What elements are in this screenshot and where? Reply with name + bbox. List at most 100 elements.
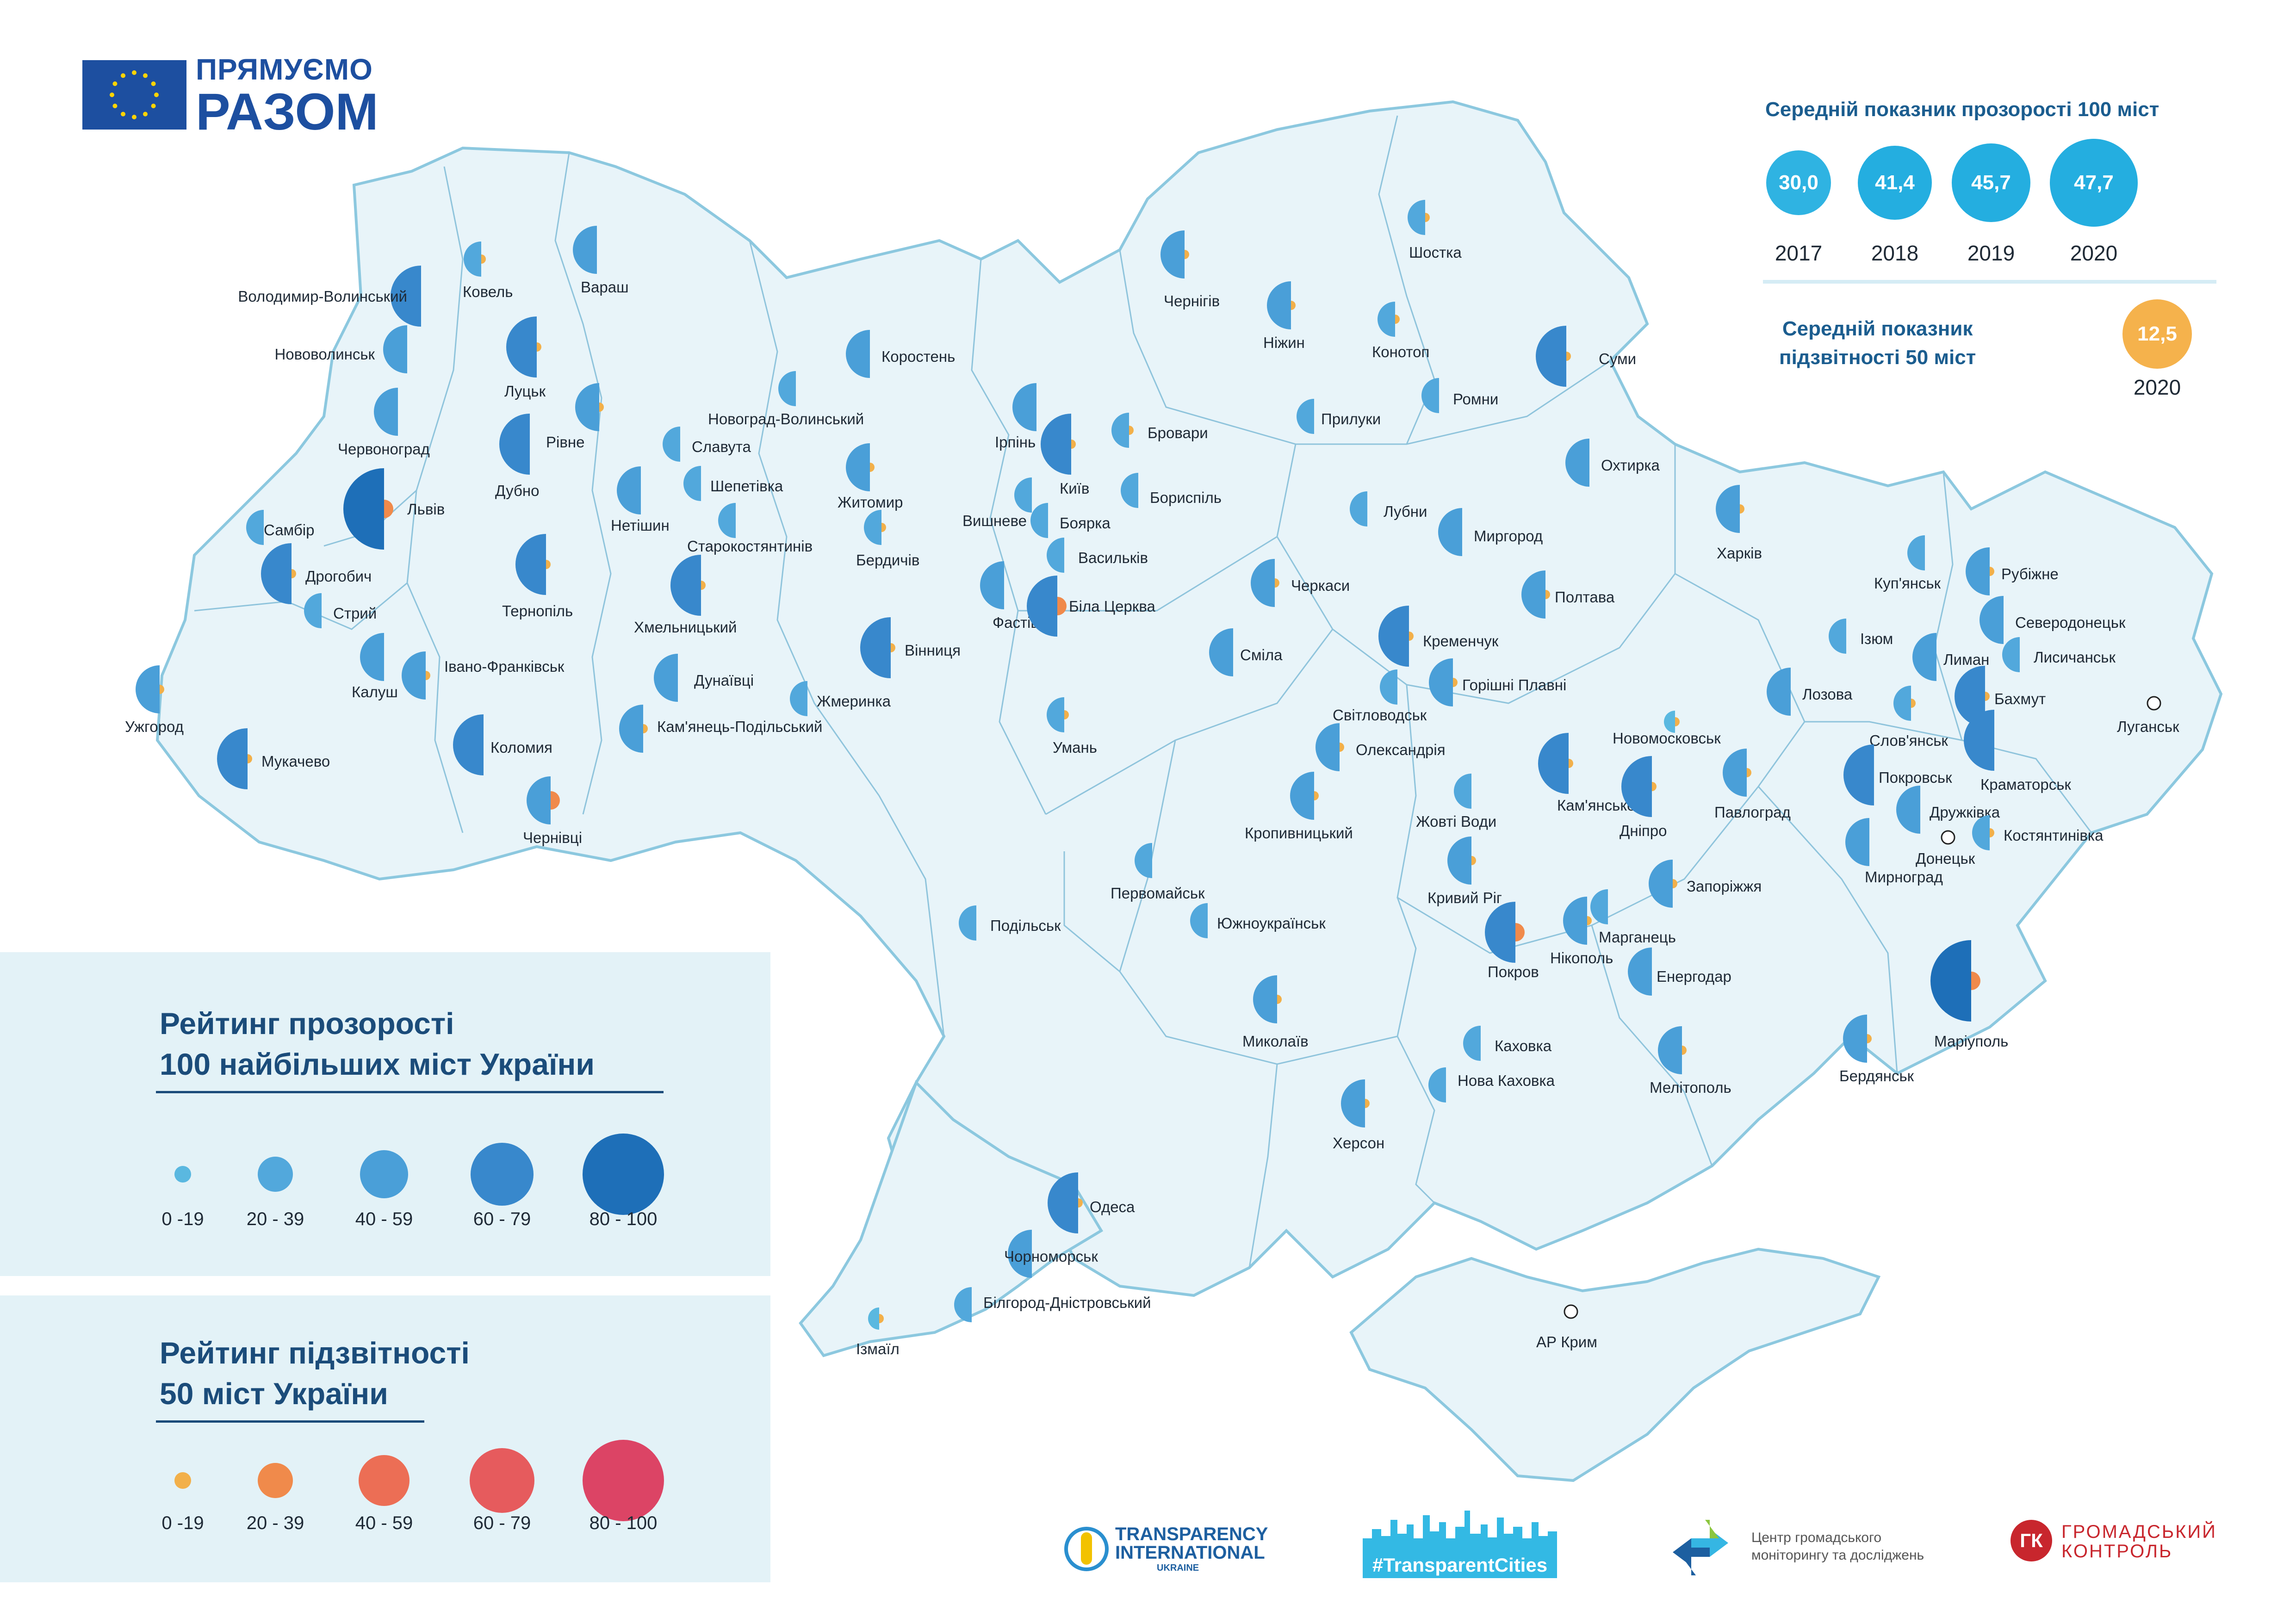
- city-marker[interactable]: Кременчук: [1378, 606, 1499, 667]
- city-marker[interactable]: Новомосковськ: [1613, 711, 1721, 747]
- city-marker[interactable]: Лозова: [1767, 668, 1853, 716]
- city-marker[interactable]: Коростень: [846, 330, 955, 378]
- city-marker[interactable]: Чернівці: [523, 776, 582, 846]
- city-marker[interactable]: Сміла: [1209, 628, 1283, 676]
- city-marker[interactable]: Суми: [1536, 326, 1636, 387]
- city-marker[interactable]: Шостка: [1408, 200, 1462, 261]
- city-marker[interactable]: Червоноград: [338, 388, 430, 458]
- city-marker[interactable]: Володимир-Волинський: [238, 266, 421, 327]
- city-marker[interactable]: Жмеринка: [790, 681, 891, 716]
- city-marker[interactable]: Дунаївці: [654, 654, 754, 702]
- city-marker[interactable]: Одеса: [1048, 1172, 1135, 1233]
- city-marker[interactable]: Полтава: [1521, 570, 1615, 619]
- city-marker[interactable]: Калуш: [352, 633, 398, 700]
- city-marker[interactable]: Южноукраїнськ: [1190, 903, 1326, 938]
- city-marker[interactable]: Бердичів: [856, 510, 919, 569]
- city-marker[interactable]: Кам'янське: [1538, 733, 1636, 814]
- city-marker[interactable]: Умань: [1047, 697, 1097, 756]
- city-marker[interactable]: Львів: [343, 468, 445, 550]
- city-marker[interactable]: Черкаси: [1251, 559, 1350, 607]
- city-marker[interactable]: Миколаїв: [1242, 975, 1309, 1050]
- city-marker[interactable]: Ніжин: [1263, 281, 1305, 351]
- city-marker[interactable]: Бердянськ: [1839, 1015, 1914, 1084]
- city-marker[interactable]: Охтирка: [1565, 439, 1660, 487]
- city-marker[interactable]: Енергодар: [1628, 948, 1731, 996]
- city-marker[interactable]: Лиман: [1912, 633, 1989, 681]
- city-marker[interactable]: Нетішин: [611, 466, 670, 534]
- city-marker[interactable]: Фастів: [980, 561, 1039, 631]
- city-marker[interactable]: Івано-Франківськ: [402, 651, 565, 700]
- city-marker[interactable]: Дніпро: [1620, 756, 1667, 839]
- city-marker[interactable]: Нововолинськ: [274, 325, 407, 373]
- city-marker[interactable]: Покровськ: [1843, 744, 1952, 805]
- city-marker[interactable]: АР Крим: [1536, 1304, 1597, 1350]
- city-marker[interactable]: Нікополь: [1550, 897, 1613, 966]
- city-marker[interactable]: Кривий Ріг: [1427, 836, 1502, 906]
- city-marker[interactable]: Марганець: [1590, 889, 1676, 946]
- city-marker[interactable]: Боярка: [1030, 503, 1111, 538]
- city-marker[interactable]: Київ: [1041, 414, 1089, 497]
- city-marker[interactable]: Бровари: [1111, 413, 1208, 448]
- city-marker[interactable]: Луганськ: [2117, 696, 2179, 735]
- city-marker[interactable]: Покров: [1485, 902, 1539, 980]
- city-marker[interactable]: Мирноград: [1845, 818, 1943, 886]
- city-marker[interactable]: Коломия: [453, 714, 552, 775]
- city-marker[interactable]: Ковель: [463, 242, 513, 300]
- city-marker[interactable]: Житомир: [838, 443, 903, 511]
- city-marker[interactable]: Каховка: [1463, 1026, 1552, 1061]
- city-marker[interactable]: Бахмут: [1955, 666, 2046, 727]
- city-marker[interactable]: Рівне: [546, 383, 604, 451]
- city-marker[interactable]: Слов'янськ: [1869, 686, 1948, 749]
- city-marker[interactable]: Хмельницький: [634, 555, 737, 636]
- city-marker[interactable]: Вінниця: [860, 617, 961, 678]
- city-marker[interactable]: Жовті Води: [1416, 774, 1496, 830]
- city-marker[interactable]: Краматорськ: [1964, 710, 2071, 793]
- city-marker[interactable]: Нова Каховка: [1428, 1067, 1555, 1103]
- city-marker[interactable]: Білгород-Дністровський: [954, 1287, 1151, 1322]
- city-marker[interactable]: Славута: [663, 427, 751, 462]
- city-marker[interactable]: Стрий: [304, 593, 377, 628]
- city-marker[interactable]: Херсон: [1333, 1079, 1384, 1152]
- city-marker[interactable]: Конотоп: [1372, 302, 1429, 360]
- city-marker[interactable]: Олександрія: [1316, 723, 1446, 771]
- city-marker[interactable]: Северодонецьк: [1980, 596, 2126, 644]
- city-marker[interactable]: Шепетівка: [683, 466, 783, 501]
- city-marker[interactable]: Ізюм: [1829, 619, 1893, 654]
- city-marker[interactable]: Мукачево: [217, 728, 330, 789]
- city-marker[interactable]: Лисичанськ: [2002, 637, 2116, 672]
- city-marker[interactable]: Самбір: [246, 510, 314, 545]
- city-marker[interactable]: Куп'янськ: [1874, 535, 1941, 592]
- city-marker[interactable]: Кам'янець-Подільський: [619, 705, 822, 753]
- city-marker[interactable]: Чернігів: [1160, 230, 1220, 310]
- city-marker[interactable]: Новоград-Волинський: [708, 371, 864, 427]
- city-marker[interactable]: Павлоград: [1714, 749, 1791, 821]
- city-marker[interactable]: Лубни: [1350, 491, 1427, 527]
- city-marker[interactable]: Запоріжжя: [1649, 860, 1762, 908]
- city-marker[interactable]: Костянтинівка: [1972, 815, 2104, 850]
- city-marker[interactable]: Тернопіль: [502, 534, 573, 619]
- city-marker[interactable]: Донецьк: [1916, 830, 1975, 867]
- city-marker[interactable]: Рубіжне: [1966, 547, 2059, 595]
- city-marker[interactable]: Дубно: [495, 414, 539, 499]
- city-marker[interactable]: Харків: [1716, 485, 1762, 562]
- city-marker[interactable]: Дрогобич: [261, 543, 372, 604]
- city-marker[interactable]: Ромни: [1421, 378, 1498, 413]
- city-marker[interactable]: Первомайськ: [1111, 843, 1205, 902]
- city-marker[interactable]: Ужгород: [125, 665, 184, 735]
- city-marker[interactable]: Маріуполь: [1930, 940, 2008, 1050]
- city-marker[interactable]: Ізмаїл: [856, 1307, 900, 1357]
- city-marker[interactable]: Миргород: [1438, 508, 1543, 556]
- city-marker[interactable]: Біла Церква: [1027, 576, 1155, 637]
- city-marker[interactable]: Чорноморськ: [1004, 1230, 1098, 1278]
- city-marker[interactable]: Прилуки: [1297, 399, 1381, 434]
- city-marker[interactable]: Мелітополь: [1650, 1026, 1731, 1096]
- city-marker[interactable]: Вишневе: [962, 477, 1032, 529]
- city-marker[interactable]: Вараш: [573, 226, 629, 296]
- city-marker[interactable]: Кропивницький: [1245, 772, 1353, 842]
- city-marker[interactable]: Васильків: [1047, 538, 1148, 573]
- city-marker[interactable]: Подільськ: [959, 905, 1061, 941]
- city-marker[interactable]: Світловодськ: [1333, 669, 1427, 724]
- city-marker[interactable]: Ірпінь: [995, 383, 1036, 451]
- city-marker[interactable]: Бориспіль: [1121, 473, 1222, 508]
- city-marker[interactable]: Луцьк: [504, 316, 546, 400]
